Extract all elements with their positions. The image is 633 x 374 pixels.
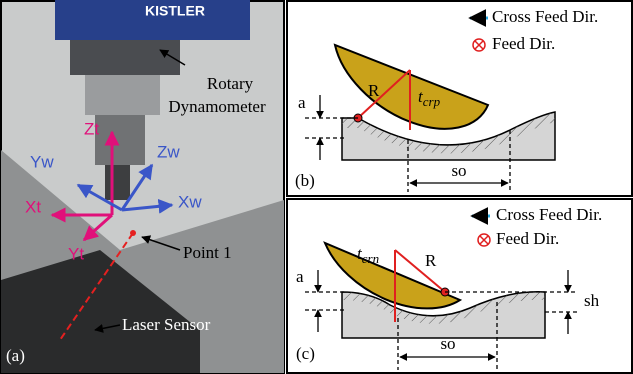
spindle: [70, 40, 180, 75]
axis-label: Zw: [157, 142, 180, 161]
spacing-label: so: [451, 161, 466, 180]
panel-label: (a): [6, 346, 25, 365]
axis-label: Yw: [30, 152, 54, 171]
depth-label: a: [296, 267, 304, 286]
panel-a: KISTLER Rotary Dynamometer Zt Zw Yw Xt X…: [1, 0, 284, 373]
brand-label: KISTLER: [145, 3, 205, 19]
depth-label: a: [298, 93, 306, 112]
dynamometer-label: Rotary: [207, 74, 254, 93]
chuck: [85, 75, 160, 115]
axis-label: Yt: [68, 244, 84, 263]
axis-label: Xt: [25, 197, 41, 216]
figure: KISTLER Rotary Dynamometer Zt Zw Yw Xt X…: [0, 0, 633, 374]
sensor-label: Laser Sensor: [122, 315, 211, 334]
panel-c: R tcrn Cross Feed Dir. Feed Dir. a sh so…: [287, 199, 632, 373]
point-marker: [130, 230, 136, 236]
panel-label: (c): [296, 344, 315, 363]
axis-label: Xw: [178, 192, 202, 211]
radius-label: R: [425, 251, 437, 270]
legend-label: Cross Feed Dir.: [492, 7, 598, 26]
spacing-label: so: [440, 334, 455, 353]
axis-label: Zt: [84, 119, 99, 138]
panel-b: R tcrp Cross Feed Dir. Feed Dir. a so (b…: [287, 1, 632, 196]
legend-label: Cross Feed Dir.: [496, 205, 602, 224]
dynamometer-label: Dynamometer: [168, 97, 266, 116]
tool: [105, 165, 130, 200]
panel-border: [287, 199, 632, 373]
legend-label: Feed Dir.: [492, 34, 555, 53]
radius-label: R: [368, 81, 380, 100]
point-label: Point 1: [183, 243, 232, 262]
height-label: sh: [584, 291, 600, 310]
panel-label: (b): [295, 171, 315, 190]
text-part: crn: [362, 251, 379, 266]
legend-label: Feed Dir.: [496, 229, 559, 248]
text-part: crp: [423, 94, 441, 109]
tool-holder: [95, 115, 145, 165]
